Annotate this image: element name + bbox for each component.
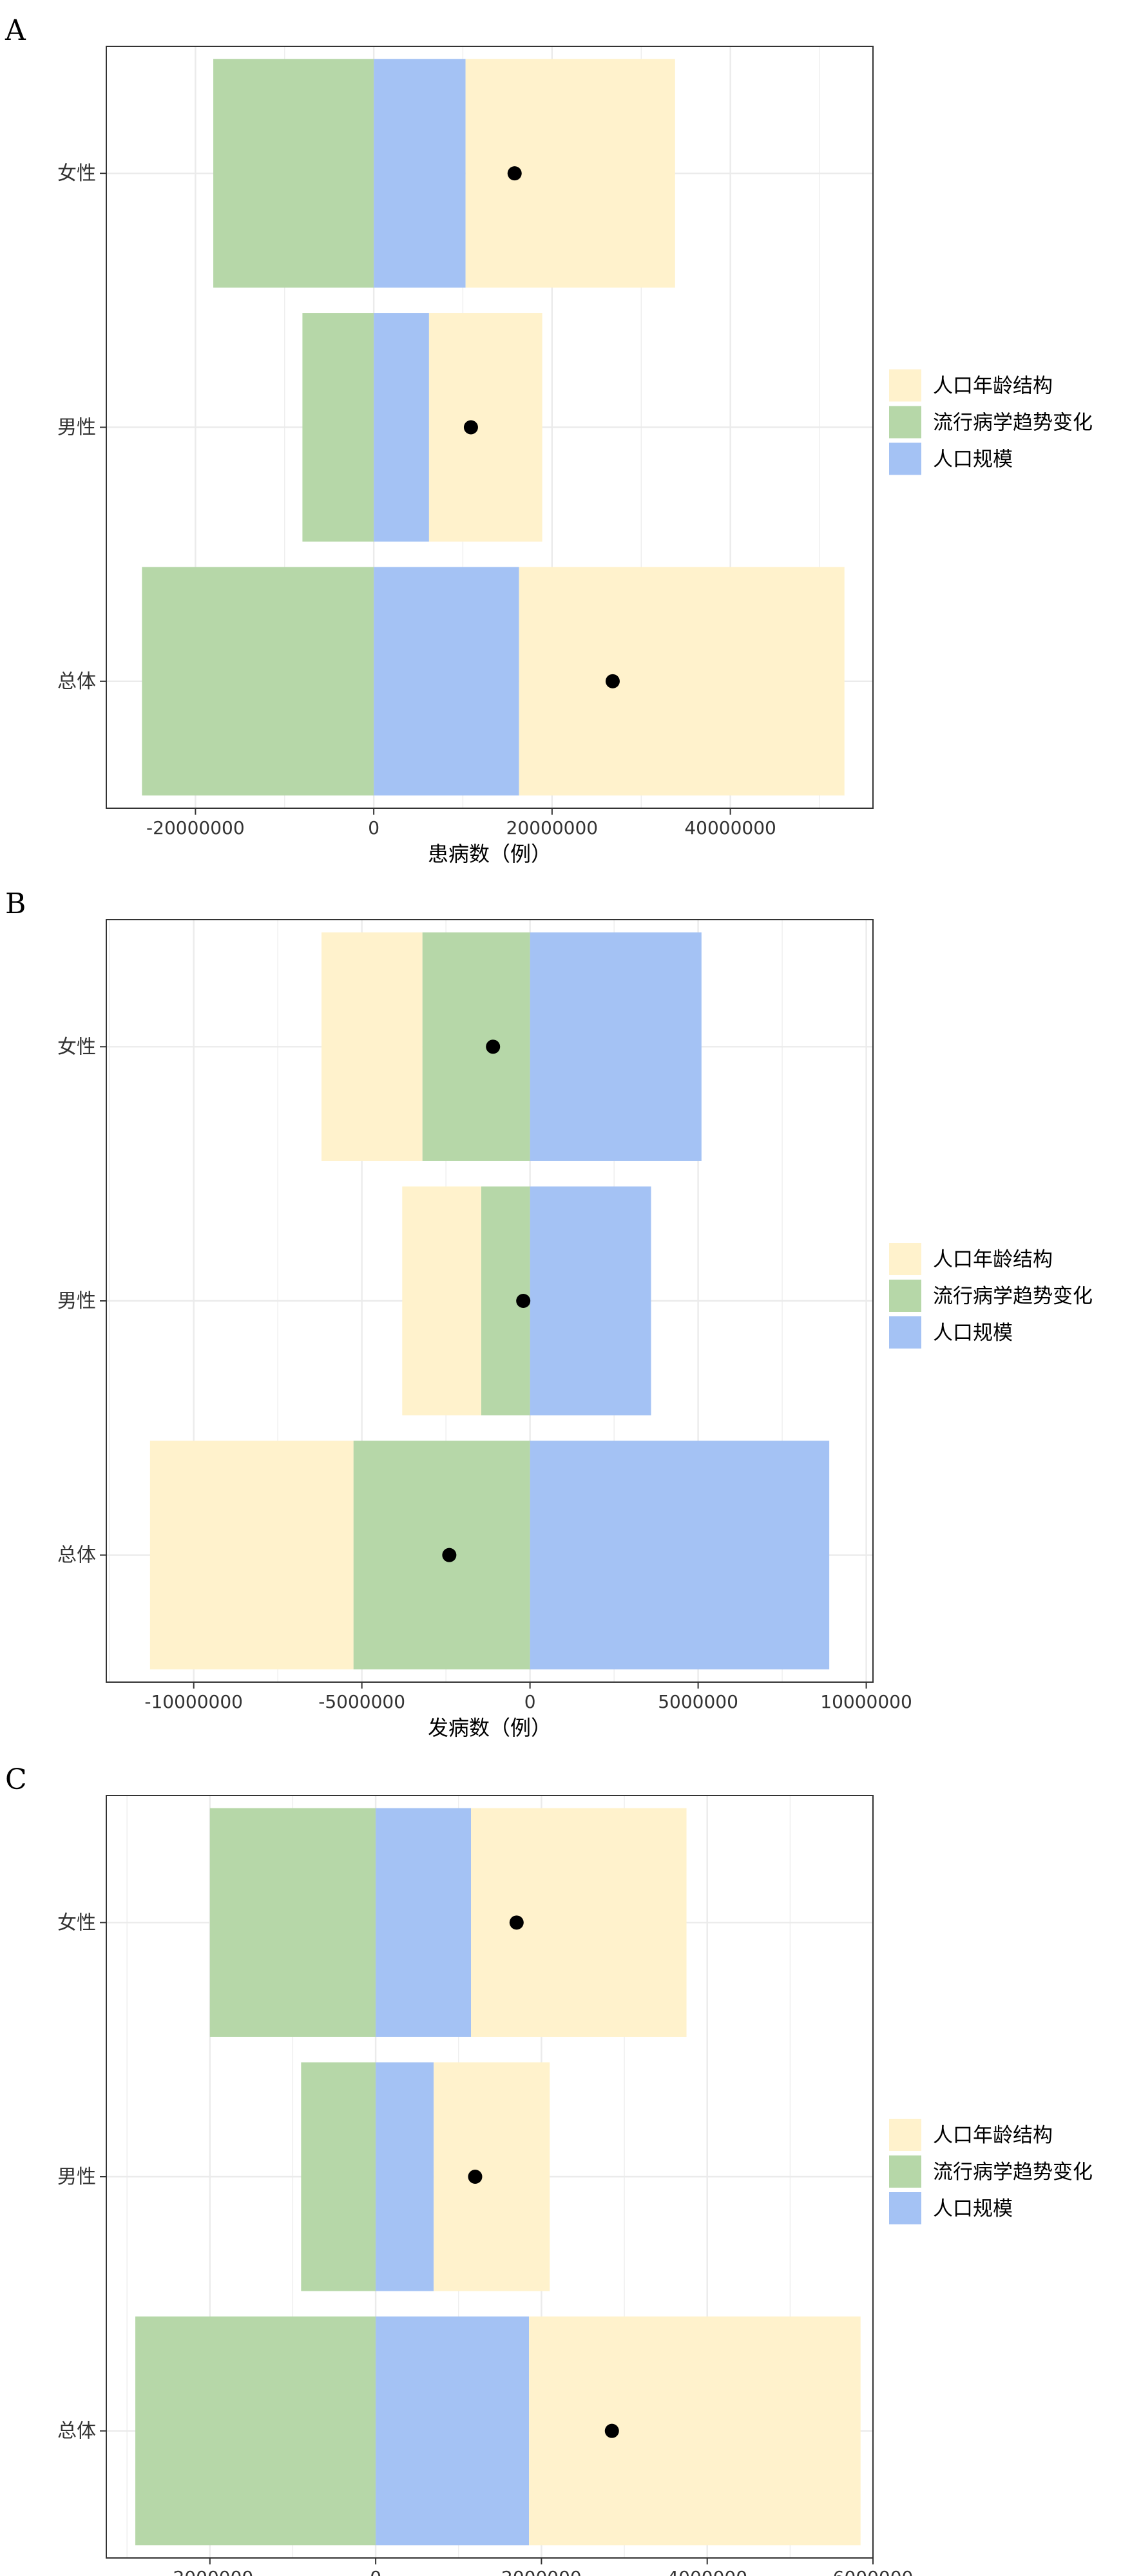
legend-swatch bbox=[889, 1316, 921, 1349]
x-tick-label: 0 bbox=[524, 1691, 536, 1712]
category-label: 总体 bbox=[57, 1544, 96, 1567]
category-label: 女性 bbox=[57, 1036, 96, 1058]
net-change-point bbox=[605, 674, 620, 688]
x-tick-label: -10000000 bbox=[144, 1691, 243, 1712]
x-tick-label: 5000000 bbox=[658, 1691, 738, 1712]
net-change-point bbox=[507, 166, 522, 181]
bar-population-size bbox=[374, 567, 519, 796]
bar-epi-trend bbox=[135, 2316, 376, 2546]
legend-swatch bbox=[889, 2192, 921, 2224]
net-change-point bbox=[509, 1915, 524, 1930]
category-label: 总体 bbox=[57, 670, 96, 693]
bar-population-size bbox=[530, 932, 702, 1161]
x-tick-label: 2000000 bbox=[501, 2567, 582, 2576]
bar-age-structure bbox=[321, 932, 423, 1161]
bar-age-structure bbox=[471, 1808, 687, 2037]
legend-label: 人口年龄结构 bbox=[933, 375, 1053, 398]
bar-age-structure bbox=[519, 567, 845, 796]
bar-population-size bbox=[376, 1808, 472, 2037]
bar-population-size bbox=[530, 1186, 651, 1416]
legend-label: 人口年龄结构 bbox=[933, 1248, 1053, 1271]
net-change-point bbox=[468, 2170, 483, 2184]
legend-swatch bbox=[889, 1243, 921, 1275]
net-change-point bbox=[486, 1039, 501, 1054]
category-label: 女性 bbox=[57, 1911, 96, 1934]
x-axis-title: 患病数（例） bbox=[428, 842, 551, 866]
legend-label: 流行病学趋势变化 bbox=[933, 412, 1093, 435]
panel-letter: B bbox=[5, 887, 26, 920]
legend-swatch bbox=[889, 2119, 921, 2151]
bar-population-size bbox=[374, 313, 429, 542]
category-label: 总体 bbox=[57, 2420, 96, 2443]
bar-population-size bbox=[530, 1441, 830, 1670]
x-tick-label: 40000000 bbox=[684, 817, 776, 838]
bar-population-size bbox=[374, 59, 466, 288]
bar-age-structure bbox=[428, 313, 542, 542]
panel-letter: A bbox=[5, 14, 26, 47]
x-tick-label: 0 bbox=[368, 817, 379, 838]
bar-age-structure bbox=[465, 59, 675, 288]
chart-panel-c: C-20000000200000040000006000000女性男性总体伤残调… bbox=[5, 1763, 1093, 2576]
legend-label: 人口规模 bbox=[933, 1321, 1013, 1345]
bar-population-size bbox=[376, 2316, 530, 2546]
bar-age-structure bbox=[529, 2316, 861, 2546]
legend-swatch bbox=[889, 2155, 921, 2188]
net-change-point bbox=[516, 1294, 531, 1308]
legend-swatch bbox=[889, 1280, 921, 1312]
bar-epi-trend bbox=[209, 1808, 376, 2037]
bar-epi-trend bbox=[301, 2062, 376, 2291]
category-label: 男性 bbox=[57, 417, 96, 439]
x-tick-label: -20000000 bbox=[146, 817, 245, 838]
bar-epi-trend bbox=[142, 567, 374, 796]
x-axis-title: 发病数（例） bbox=[428, 1716, 551, 1740]
x-tick-label: -5000000 bbox=[318, 1691, 405, 1712]
legend-swatch bbox=[889, 369, 921, 402]
bar-age-structure bbox=[149, 1441, 354, 1670]
legend-swatch bbox=[889, 442, 921, 475]
x-tick-label: 4000000 bbox=[667, 2567, 747, 2576]
legend-swatch bbox=[889, 406, 921, 439]
x-tick-label: -2000000 bbox=[166, 2567, 253, 2576]
net-change-point bbox=[463, 420, 478, 435]
bar-epi-trend bbox=[422, 932, 530, 1161]
x-tick-label: 20000000 bbox=[506, 817, 599, 838]
bar-age-structure bbox=[434, 2062, 550, 2291]
legend-label: 人口规模 bbox=[933, 2197, 1013, 2221]
panel-letter: C bbox=[5, 1763, 27, 1796]
category-label: 女性 bbox=[57, 162, 96, 185]
category-label: 男性 bbox=[57, 2166, 96, 2188]
x-tick-label: 6000000 bbox=[833, 2567, 914, 2576]
chart-panel-b: B -10000000 -5000000 0 5000000 10000000 女性男性总体… bbox=[5, 887, 1093, 1740]
legend-label: 人口年龄结构 bbox=[933, 2124, 1053, 2147]
bar-age-structure bbox=[402, 1186, 481, 1416]
x-tick-label: 0 bbox=[370, 2567, 381, 2576]
category-label: 男性 bbox=[57, 1290, 96, 1312]
net-change-point bbox=[604, 2423, 619, 2438]
bar-epi-trend bbox=[353, 1441, 530, 1670]
legend-label: 人口规模 bbox=[933, 448, 1013, 471]
legend-label: 流行病学趋势变化 bbox=[933, 1285, 1093, 1308]
x-tick-label: 10000000 bbox=[820, 1691, 912, 1712]
net-change-point bbox=[442, 1548, 457, 1562]
bar-epi-trend bbox=[213, 59, 374, 288]
bar-population-size bbox=[376, 2062, 434, 2291]
legend-label: 流行病学趋势变化 bbox=[933, 2161, 1093, 2184]
bar-epi-trend bbox=[302, 313, 374, 542]
